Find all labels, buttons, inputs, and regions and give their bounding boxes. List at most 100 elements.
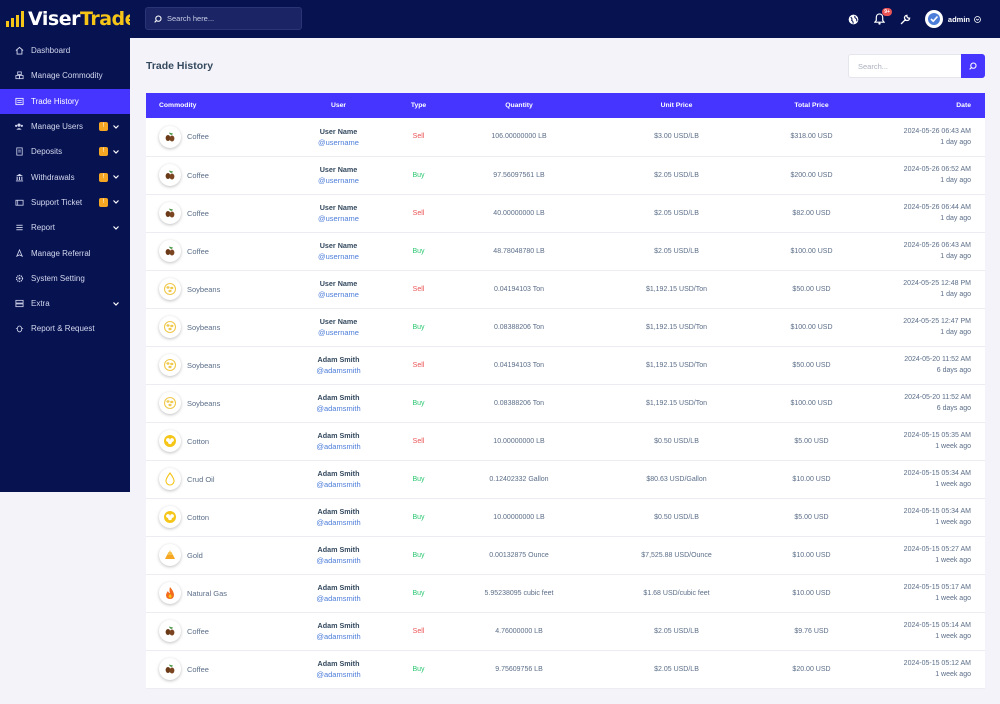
user-handle-link[interactable]: @adamsmith <box>316 404 361 413</box>
table-search[interactable] <box>848 54 985 78</box>
global-search[interactable] <box>145 7 302 30</box>
user-cell: Adam Smith @adamsmith <box>291 422 386 460</box>
trade-type: Buy <box>412 665 425 673</box>
trade-relative-time: 1 day ago <box>940 177 971 184</box>
user-handle-link[interactable]: @username <box>318 252 359 261</box>
table-row: Gold Adam Smith @adamsmith Buy 0.00132875 Ou… <box>146 536 985 574</box>
commodity-name: Soybeans <box>187 360 221 370</box>
column-header: Commodity <box>159 102 197 109</box>
logo[interactable]: ViserTrade <box>0 0 138 38</box>
table-search-button[interactable] <box>961 54 985 78</box>
sidebar-item-manage-commodity[interactable]: Manage Commodity <box>0 63 130 88</box>
user-handle-link[interactable]: @adamsmith <box>316 670 361 679</box>
total-price: $100.00 USD <box>790 323 833 331</box>
total-price: $50.00 USD <box>792 285 831 293</box>
quantity: 0.04194103 Ton <box>493 285 545 293</box>
logo-text: ViserTrade <box>28 8 138 30</box>
sidebar-item-trade-history[interactable]: Trade History <box>0 88 130 114</box>
sidebar-item-label: Trade History <box>31 96 79 106</box>
user-handle-link[interactable]: @username <box>318 137 359 147</box>
total-price: $318.00 USD <box>790 133 833 141</box>
bug-icon <box>14 324 24 334</box>
quantity: 4.76000000 LB <box>495 627 543 635</box>
deposit-icon <box>14 147 24 157</box>
ticket-icon <box>14 197 24 207</box>
sidebar-item-label: Deposits <box>31 147 63 157</box>
column-header: Total Price <box>794 102 829 109</box>
trade-datetime: 2024-05-15 05:17 AM <box>903 584 971 591</box>
trade-relative-time: 6 days ago <box>936 405 971 412</box>
sidebar-item-support-ticket[interactable]: Support Ticket! <box>0 190 130 215</box>
user-handle-link[interactable]: @adamsmith <box>316 480 361 489</box>
commodity-cell: Crud Oil <box>146 460 291 498</box>
commodity-name: Soybeans <box>187 398 221 408</box>
chevron-down-icon <box>113 301 119 306</box>
user-handle-link[interactable]: @adamsmith <box>316 442 361 451</box>
user-handle-link[interactable]: @username <box>318 214 359 223</box>
sidebar-item-label: System Setting <box>31 273 85 283</box>
chevron-down-icon <box>113 149 119 154</box>
table-row: Natural Gas Adam Smith @adamsmith Buy 5.9523… <box>146 574 985 612</box>
notification-bell-icon[interactable]: 9+ <box>873 8 892 26</box>
trade-type: Sell <box>412 209 425 217</box>
total-price: $10.00 USD <box>792 475 831 483</box>
trade-datetime: 2024-05-15 05:34 AM <box>903 508 971 515</box>
global-search-input[interactable] <box>167 14 287 23</box>
alert-badge: ! <box>99 172 108 182</box>
user-handle-link[interactable]: @username <box>318 176 359 185</box>
user-name: Adam Smith <box>317 583 360 592</box>
sidebar-item-dashboard[interactable]: Dashboard <box>0 38 130 63</box>
sidebar-item-manage-referral[interactable]: Manage Referral <box>0 240 130 265</box>
soybeans-icon <box>159 392 181 414</box>
alert-badge: ! <box>99 147 108 157</box>
globe-icon[interactable] <box>847 12 861 26</box>
unit-price: $3.00 USD/LB <box>654 133 699 141</box>
sidebar-item-system-setting[interactable]: System Setting <box>0 266 130 291</box>
cotton-icon <box>159 430 181 452</box>
sidebar-item-report-request[interactable]: Report & Request <box>0 316 130 341</box>
user-cell: Adam Smith @adamsmith <box>291 612 386 650</box>
user-handle-link[interactable]: @adamsmith <box>316 366 361 375</box>
chevron-down-circle-icon[interactable] <box>974 15 981 23</box>
settings-icon <box>14 273 24 283</box>
commodity-name: Soybeans <box>187 284 221 294</box>
table-row: Coffee User Name @username Sell 40.00000000 … <box>146 194 985 232</box>
quantity: 40.00000000 LB <box>493 209 545 217</box>
user-handle-link[interactable]: @adamsmith <box>316 632 361 641</box>
date-cell: 2024-05-15 05:34 AM 1 week ago <box>857 460 985 498</box>
user-handle-link[interactable]: @adamsmith <box>316 556 361 565</box>
user-handle-link[interactable]: @username <box>318 290 359 299</box>
trade-relative-time: 1 day ago <box>940 215 971 222</box>
sidebar-item-deposits[interactable]: Deposits! <box>0 139 130 164</box>
unit-price: $2.05 USD/LB <box>654 209 699 217</box>
sidebar-item-label: Manage Referral <box>31 248 91 258</box>
total-price: $5.00 USD <box>794 437 829 445</box>
table-row: Coffee User Name @username Buy 97.56097561 L… <box>146 156 985 194</box>
user-handle-link[interactable]: @username <box>318 328 359 337</box>
cotton-icon <box>159 506 181 528</box>
unit-price: $7,525.88 USD/Ounce <box>641 551 712 559</box>
user-handle-link[interactable]: @adamsmith <box>316 518 361 527</box>
sidebar-item-withdrawals[interactable]: Withdrawals! <box>0 164 130 189</box>
trade-relative-time: 1 week ago <box>935 557 971 564</box>
admin-username[interactable]: admin <box>947 14 970 24</box>
date-cell: 2024-05-15 05:34 AM 1 week ago <box>857 498 985 536</box>
column-header: Unit Price <box>660 102 693 109</box>
avatar[interactable] <box>924 10 943 28</box>
user-handle-link[interactable]: @adamsmith <box>316 594 361 603</box>
wrench-icon[interactable] <box>899 12 913 26</box>
sidebar-item-report[interactable]: Report <box>0 215 130 240</box>
date-cell: 2024-05-26 06:52 AM 1 day ago <box>857 156 985 194</box>
trade-type: Buy <box>412 513 425 521</box>
unit-price: $2.05 USD/LB <box>654 627 699 635</box>
user-name: Adam Smith <box>317 545 360 554</box>
quantity: 10.00000000 LB <box>493 513 545 521</box>
unit-price: $0.50 USD/LB <box>654 513 699 521</box>
commodity-name: Coffee <box>187 132 209 142</box>
user-name: User Name <box>319 203 358 212</box>
sidebar-item-extra[interactable]: Extra <box>0 291 130 316</box>
column-header: Quantity <box>505 102 533 109</box>
table-search-input[interactable] <box>848 54 961 78</box>
sidebar-item-manage-users[interactable]: Manage Users! <box>0 114 130 139</box>
chevron-down-icon <box>113 124 119 129</box>
